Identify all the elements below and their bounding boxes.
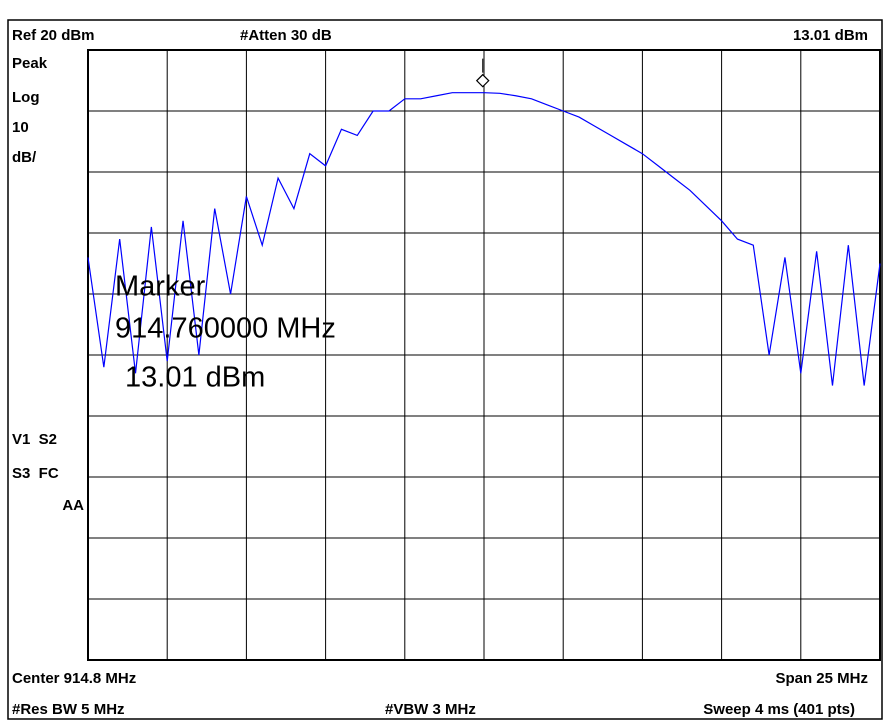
side-label: dB/ <box>12 149 37 166</box>
trace-layer <box>87 58 881 386</box>
attenuation: #Atten 30 dB <box>240 27 332 44</box>
video-bandwidth: #VBW 3 MHz <box>385 701 476 718</box>
trace-line <box>87 92 881 386</box>
marker-amplitude: 13.01 dBm <box>125 362 265 394</box>
ref-level: Ref 20 dBm <box>12 27 95 44</box>
span: Span 25 MHz <box>775 670 868 687</box>
screen-frame <box>7 19 883 720</box>
marker-readout: 13.01 dBm <box>793 27 868 44</box>
side-label: 10 <box>12 119 29 136</box>
side-label: Peak <box>12 55 48 72</box>
resolution-bandwidth: #Res BW 5 MHz <box>12 701 125 718</box>
status-label: AA <box>62 497 84 514</box>
center-frequency: Center 914.8 MHz <box>12 670 136 687</box>
marker-frequency: 914.760000 MHz <box>115 313 336 345</box>
marker-diamond <box>475 73 490 88</box>
marker-title: Marker <box>115 271 206 303</box>
status-label: S3 FC <box>12 465 59 482</box>
status-label: V1 S2 <box>12 431 57 448</box>
side-label: Log <box>12 89 40 106</box>
grid <box>87 49 881 661</box>
sweep: Sweep 4 ms (401 pts) <box>703 701 855 718</box>
